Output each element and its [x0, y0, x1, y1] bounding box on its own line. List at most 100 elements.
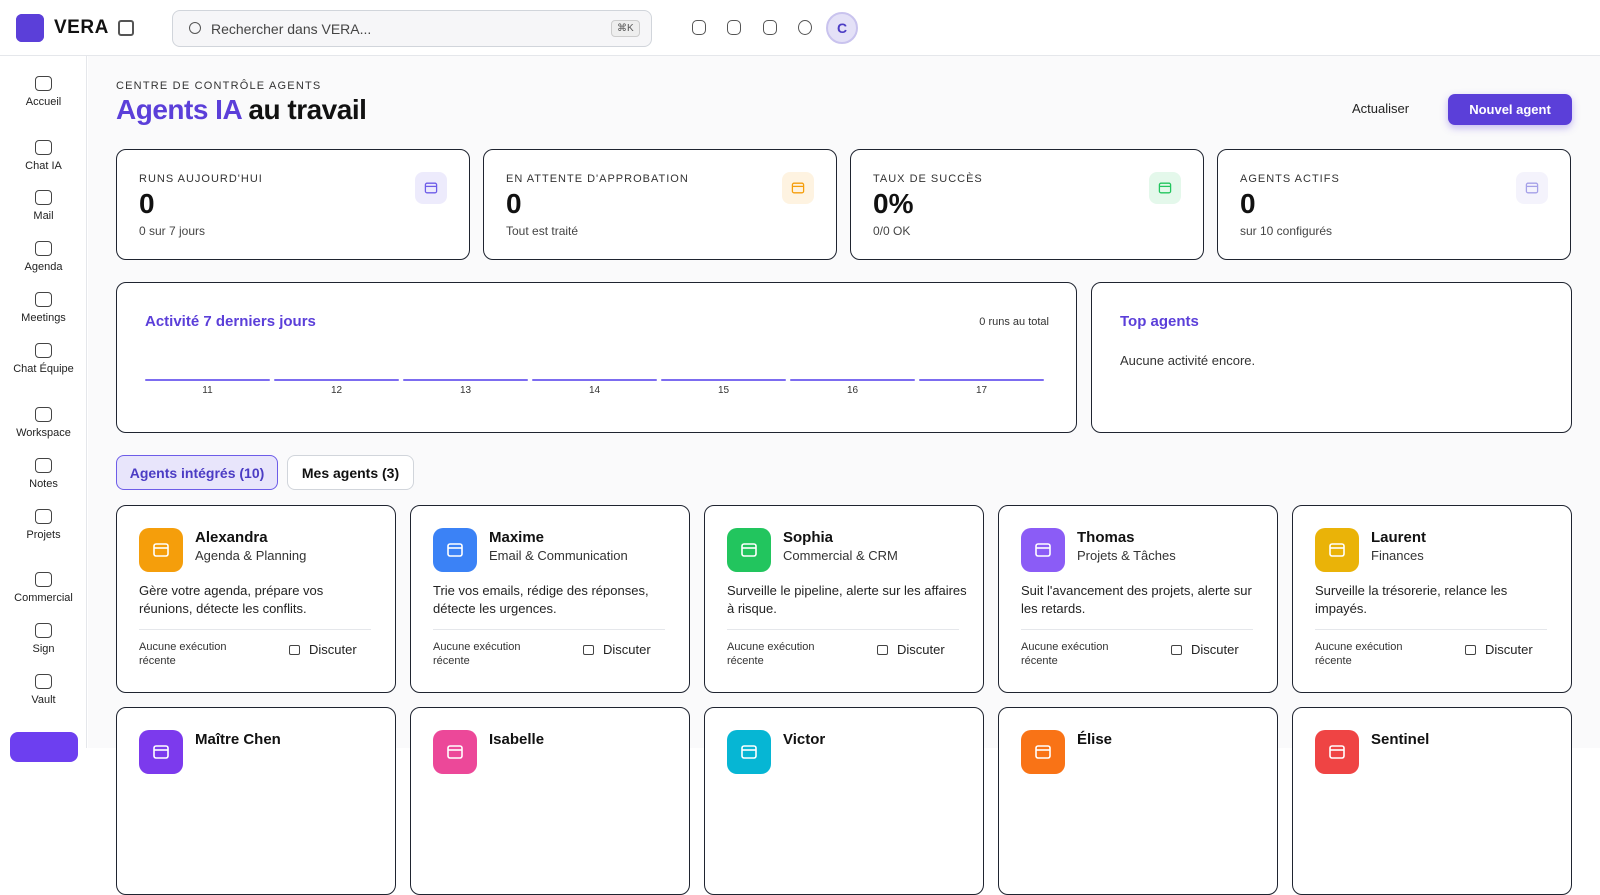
stat-card: EN ATTENTE D'APPROBATION 0 Tout est traité	[483, 149, 837, 260]
nav-item[interactable]: Mail	[33, 210, 54, 222]
nav-item[interactable]: Agenda	[24, 261, 63, 273]
bar-baseline	[661, 379, 786, 381]
nav-item[interactable]: Accueil	[25, 96, 62, 108]
stat-sub: 0 sur 7 jours	[139, 224, 206, 238]
stat-value: 0%	[873, 188, 914, 219]
brand[interactable]: VERA	[54, 17, 109, 38]
chat-button[interactable]: Discuter	[1171, 642, 1239, 662]
chat-button[interactable]: Discuter	[289, 642, 357, 662]
stat-sub: sur 10 configurés	[1240, 224, 1333, 238]
stat-icon	[1516, 172, 1548, 204]
nav-icon	[35, 407, 52, 422]
agent-avatar	[727, 528, 771, 572]
day-label: 14	[588, 385, 601, 396]
nav-item[interactable]: Vault	[31, 694, 56, 706]
agent-description: Suit l'avancement des projets, alerte su…	[1021, 583, 1252, 616]
agent-name: Victor	[783, 731, 826, 748]
agent-card[interactable]: Isabelle	[410, 707, 690, 895]
apps-button[interactable]	[118, 20, 134, 36]
logo	[16, 14, 44, 42]
nav-icon	[35, 292, 52, 307]
nav-item[interactable]: Sign	[32, 643, 55, 655]
new-agent-button[interactable]: Nouvel agent	[1448, 94, 1572, 125]
agent-status: Aucune exécution récente	[139, 641, 227, 667]
bar-baseline	[919, 379, 1044, 381]
agent-card[interactable]: Victor	[704, 707, 984, 895]
search-box[interactable]: Rechercher dans VERA... ⌘K	[172, 10, 652, 47]
nav-item[interactable]: Meetings	[21, 312, 66, 324]
title-accent: Agents IA	[116, 94, 242, 125]
stat-card: TAUX DE SUCCÈS 0% 0/0 OK	[850, 149, 1204, 260]
chat-icon	[877, 645, 888, 655]
agent-name: Élise	[1077, 731, 1113, 748]
nav-item[interactable]: Chat Équipe	[13, 363, 74, 375]
nav-icon	[35, 458, 52, 473]
page-title: Agents IA au travail	[116, 94, 367, 126]
nav-icon	[35, 343, 52, 358]
theme-button[interactable]	[727, 20, 741, 35]
agent-role: Email & Communication	[489, 548, 628, 563]
day-label: 11	[202, 385, 213, 396]
tab[interactable]: Agents intégrés (10)	[116, 455, 278, 490]
chat-label: Discuter	[1191, 642, 1239, 657]
top-agents-empty: Aucune activité encore.	[1120, 353, 1256, 368]
nav-icon	[35, 674, 52, 689]
mic-button[interactable]	[692, 20, 706, 35]
agent-description: Gère votre agenda, prépare vos réunions,…	[139, 583, 324, 616]
agent-card[interactable]: Maître Chen	[116, 707, 396, 895]
agent-name: Alexandra	[195, 529, 268, 546]
agent-card[interactable]: Maxime Email & Communication Trie vos emai…	[410, 505, 690, 693]
chat-label: Discuter	[897, 642, 945, 657]
activity-card: Activité 7 derniers jours 0 runs au total…	[116, 282, 1077, 433]
bar-baseline	[532, 379, 657, 381]
agent-card[interactable]: Sophia Commercial & CRM Surveille le pipel…	[704, 505, 984, 693]
divider	[727, 629, 959, 630]
nav-item[interactable]: Notes	[29, 478, 58, 490]
icon	[791, 182, 805, 194]
icon	[741, 543, 757, 557]
agent-avatar	[1315, 528, 1359, 572]
avatar[interactable]: C	[826, 12, 858, 44]
stat-label: EN ATTENTE D'APPROBATION	[506, 173, 689, 185]
agent-card[interactable]: Alexandra Agenda & Planning Gère votre age…	[116, 505, 396, 693]
agent-name: Maxime	[489, 529, 545, 546]
search-icon	[189, 22, 201, 34]
stat-value: 0	[506, 188, 522, 219]
agent-description: Surveille la trésorerie, relance les imp…	[1315, 583, 1508, 616]
tab[interactable]: Mes agents (3)	[287, 455, 414, 490]
agent-status: Aucune exécution récente	[727, 641, 815, 667]
notifications-button[interactable]	[763, 20, 777, 35]
agent-status: Aucune exécution récente	[1315, 641, 1403, 667]
logo-mark	[16, 14, 44, 42]
chat-button[interactable]: Discuter	[877, 642, 945, 662]
agent-card[interactable]: Thomas Projets & Tâches Suit l'avancement …	[998, 505, 1278, 693]
assistant-button[interactable]	[10, 732, 78, 762]
day-label: 12	[330, 385, 343, 396]
agent-avatar	[433, 730, 477, 774]
agent-avatar	[1021, 730, 1065, 774]
nav-icon	[35, 572, 52, 587]
icon	[447, 543, 463, 557]
nav-item[interactable]: Commercial	[14, 592, 73, 604]
top-agents-card: Top agents Aucune activité encore.	[1091, 282, 1572, 433]
nav-item[interactable]: Chat IA	[25, 160, 62, 172]
chat-button[interactable]: Discuter	[1465, 642, 1533, 662]
help-button[interactable]	[798, 20, 812, 35]
agent-avatar	[139, 730, 183, 774]
agent-card[interactable]: Laurent Finances Surveille la trésorerie, …	[1292, 505, 1572, 693]
nav-icon	[35, 623, 52, 638]
day-label: 13	[459, 385, 472, 396]
eyebrow: CENTRE DE CONTRÔLE AGENTS	[116, 80, 322, 92]
nav-icon	[35, 509, 52, 524]
chat-label: Discuter	[309, 642, 357, 657]
refresh-button[interactable]: Actualiser	[1352, 101, 1410, 116]
chat-button[interactable]: Discuter	[583, 642, 651, 662]
divider	[139, 629, 371, 630]
agent-card[interactable]: Sentinel	[1292, 707, 1572, 895]
agent-card[interactable]: Élise	[998, 707, 1278, 895]
stat-card: AGENTS ACTIFS 0 sur 10 configurés	[1217, 149, 1571, 260]
nav-item[interactable]: Workspace	[16, 427, 71, 439]
nav-icon	[35, 140, 52, 155]
nav-item[interactable]: Projets	[26, 529, 61, 541]
icon	[1329, 745, 1345, 759]
